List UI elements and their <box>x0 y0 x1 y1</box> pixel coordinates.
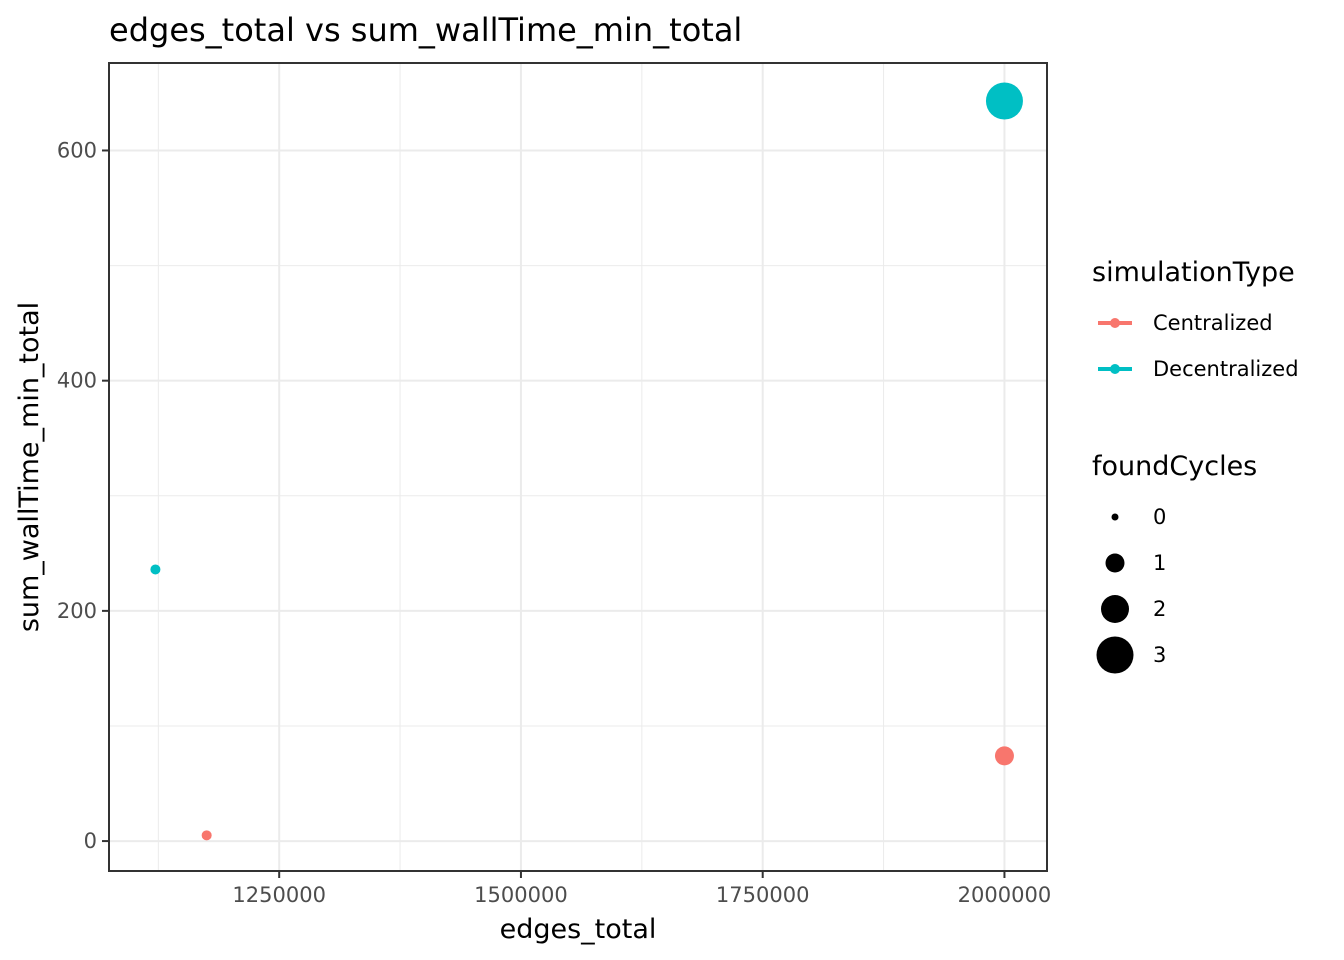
legend-color-keys: Centralized Decentralized <box>1098 311 1299 381</box>
legend-key-point <box>1110 318 1120 328</box>
y-tick-label: 600 <box>57 138 97 162</box>
data-point-decentralized <box>985 82 1023 120</box>
y-tick-label: 0 <box>84 829 97 853</box>
data-point-centralized <box>994 746 1014 766</box>
x-tick-label: 1500000 <box>474 883 568 907</box>
data-point-decentralized <box>150 564 161 575</box>
y-axis-title: sum_wallTime_min_total <box>14 302 45 632</box>
legend-label: Decentralized <box>1153 357 1299 381</box>
legend-key-point <box>1110 364 1120 374</box>
legend-size-key <box>1101 595 1129 623</box>
legend-size-label: 1 <box>1153 551 1166 575</box>
plot-panel <box>108 62 1048 872</box>
x-tick-label: 2000000 <box>958 883 1052 907</box>
minor-gridlines <box>109 63 1047 871</box>
legend-size-title: foundCycles <box>1092 451 1257 482</box>
plot-border <box>108 62 1048 872</box>
x-tick-label: 1250000 <box>232 883 326 907</box>
data-point-centralized <box>201 830 212 841</box>
x-tick-label: 1750000 <box>716 883 810 907</box>
legend-size-label: 2 <box>1153 597 1166 621</box>
legend-size-label: 0 <box>1153 505 1166 529</box>
legend-size-keys: 0 1 2 3 <box>1096 505 1166 674</box>
chart-title: edges_total vs sum_wallTime_min_total <box>109 11 742 49</box>
legend-label: Centralized <box>1153 311 1273 335</box>
y-axis: 0 200 400 600 <box>57 138 109 853</box>
plot-background <box>109 63 1047 871</box>
legend-size-key <box>1105 553 1125 573</box>
y-tick-label: 200 <box>57 599 97 623</box>
data-points <box>150 82 1023 841</box>
major-gridlines <box>109 63 1047 871</box>
legend-size-label: 3 <box>1153 643 1166 667</box>
legend-size-key <box>1096 636 1134 674</box>
x-axis: 1250000 1500000 1750000 2000000 <box>232 871 1051 907</box>
y-tick-label: 400 <box>57 369 97 393</box>
x-axis-title: edges_total <box>500 914 657 945</box>
legend-size-key <box>1111 513 1119 521</box>
legend-color-title: simulationType <box>1092 257 1295 288</box>
legend: simulationType CentralizedDecentralized … <box>1092 257 1299 674</box>
